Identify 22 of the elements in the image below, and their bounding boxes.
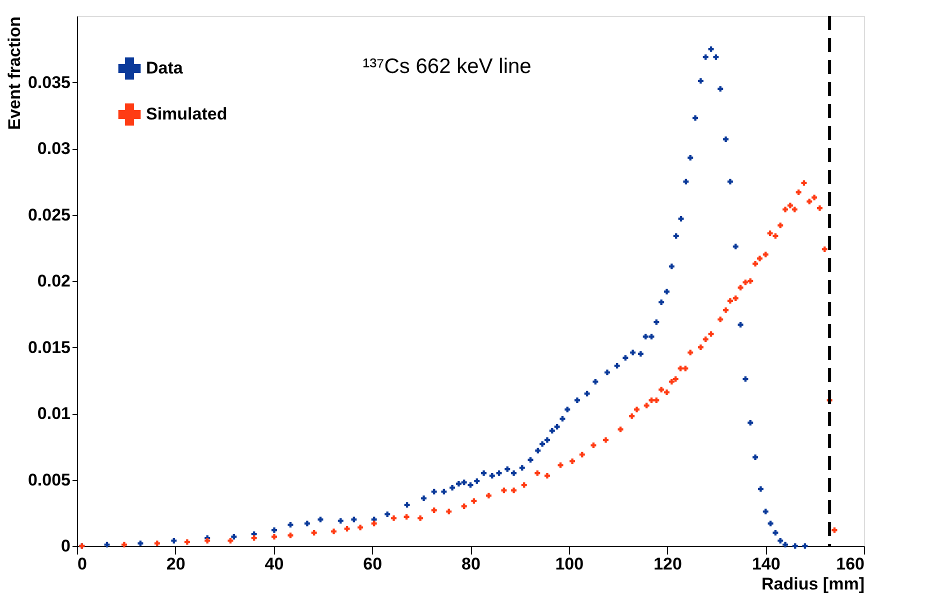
y-axis-title: Event fraction <box>4 16 24 130</box>
x-tick-label: 120 <box>654 554 682 574</box>
y-tick-label: 0.03 <box>37 139 70 158</box>
x-tick-label: 60 <box>363 554 382 574</box>
y-tick-label: 0 <box>61 536 70 556</box>
annotation: ¹³⁷Cs 662 keV line <box>362 55 532 78</box>
y-tick-label: 0.01 <box>37 404 70 423</box>
y-tick-label: 0.035 <box>28 72 70 92</box>
x-tick-label: 0 <box>78 554 87 574</box>
legend-label: Simulated <box>146 104 228 124</box>
x-tick-label: 100 <box>555 554 584 574</box>
x-axis-title: Radius [mm] <box>762 574 864 594</box>
x-tick-label: 20 <box>166 554 186 574</box>
x-tick-label: 160 <box>836 554 864 574</box>
y-tick-label: 0.015 <box>28 338 70 357</box>
x-tick-label: 140 <box>752 554 780 574</box>
y-tick-label: 0.005 <box>28 470 70 490</box>
y-tick-label: 0.025 <box>28 205 70 224</box>
x-tick-label: 80 <box>462 554 480 574</box>
x-tick-label: 40 <box>264 554 284 574</box>
y-tick-label: 0.02 <box>37 272 70 290</box>
legend-label: Data <box>146 58 184 78</box>
